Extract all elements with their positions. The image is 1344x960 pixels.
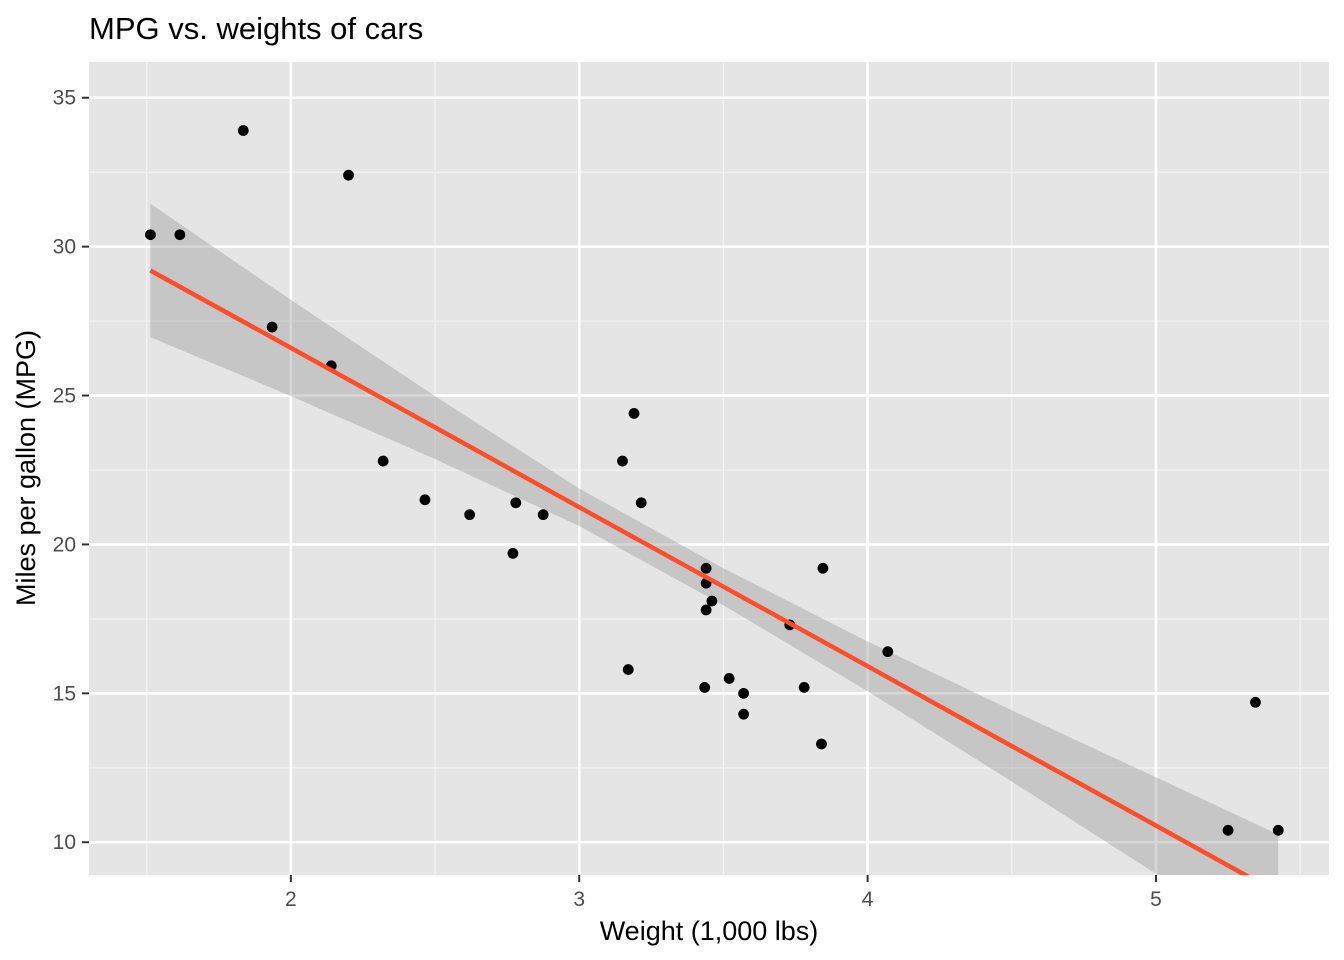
x-axis: 2 3 4 5 (285, 875, 1162, 911)
minor-gridlines (89, 62, 1329, 875)
data-point (464, 509, 476, 521)
data-point (507, 547, 519, 559)
regression-line (149, 268, 1250, 875)
data-point (798, 681, 810, 693)
x-tick-label: 3 (573, 888, 585, 911)
data-point (1250, 696, 1261, 708)
data-point (738, 708, 750, 720)
data-point (622, 664, 634, 675)
y-axis-title: Miles per gallon (MPG) (11, 330, 41, 606)
data-point (237, 125, 249, 136)
data-point (617, 455, 628, 467)
data-point (635, 497, 647, 509)
data-point (817, 562, 829, 574)
plot-panel (89, 62, 1329, 875)
chart-title: MPG vs. weights of cars (89, 11, 423, 46)
y-tick-label: 10 (53, 831, 76, 854)
x-tick-label: 5 (1150, 888, 1162, 911)
data-point (145, 229, 156, 241)
x-tick-label: 2 (285, 888, 297, 911)
data-point (699, 681, 711, 693)
y-tick-label: 20 (53, 533, 76, 556)
y-axis: 10 15 20 25 30 35 (53, 87, 89, 854)
confidence-band (150, 203, 1279, 875)
x-axis-title: Weight (1,000 lbs) (600, 916, 819, 946)
data-point (174, 229, 186, 241)
x-tick-label: 4 (862, 888, 874, 911)
y-tick-label: 15 (53, 682, 76, 705)
major-gridlines (89, 62, 1329, 875)
data-point (882, 646, 894, 658)
data-point (816, 738, 827, 750)
data-point (510, 497, 522, 509)
data-points (145, 125, 1284, 836)
y-tick-label: 30 (53, 236, 76, 259)
y-tick-label: 35 (53, 87, 76, 110)
data-point (377, 455, 389, 467)
data-point (1272, 824, 1284, 836)
data-point (266, 321, 278, 333)
data-point (537, 509, 549, 521)
data-point (738, 687, 750, 699)
data-point (700, 604, 712, 616)
data-point (700, 562, 712, 574)
data-point (628, 408, 640, 419)
data-point (419, 494, 431, 506)
data-point (343, 169, 354, 181)
data-point (723, 673, 735, 684)
data-point (706, 595, 718, 607)
data-point (1222, 824, 1234, 836)
y-tick-label: 25 (53, 385, 76, 408)
